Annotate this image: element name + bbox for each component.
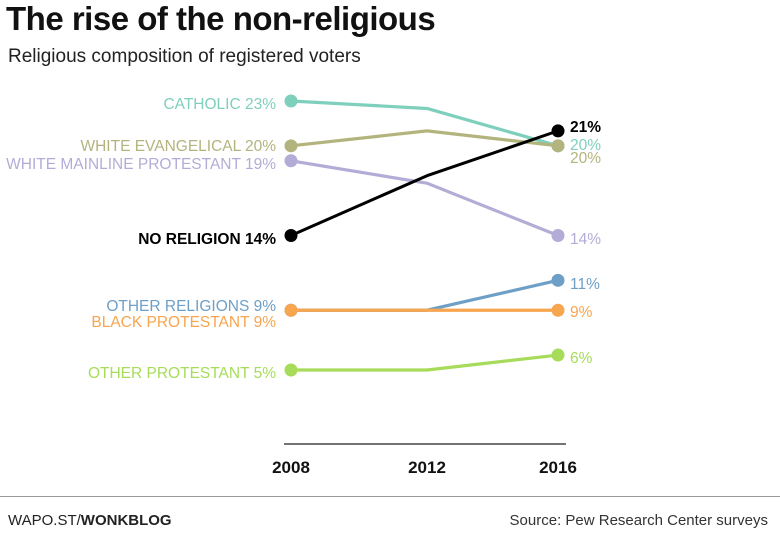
point-other-religions-2016 xyxy=(551,273,565,287)
point-other-protestant-2016 xyxy=(551,348,565,362)
brand-prefix: WAPO.ST/ xyxy=(8,512,81,529)
point-no-religion-2016 xyxy=(551,124,565,138)
x-tick-label-2016: 2016 xyxy=(539,458,577,477)
footer-divider xyxy=(0,496,780,497)
point-white-mainline-protestant-2016 xyxy=(551,229,565,242)
start-label-catholic: CATHOLIC 23% xyxy=(163,96,276,113)
chart-title: The rise of the non-religious xyxy=(6,0,436,37)
point-no-religion-2008 xyxy=(284,229,298,242)
x-tick-label-2008: 2008 xyxy=(272,458,310,477)
end-label-other-religions: 11% xyxy=(570,276,600,293)
point-black-protestant-2016 xyxy=(551,303,565,317)
start-label-other-religions: OTHER RELIGIONS 9% xyxy=(106,298,276,315)
point-catholic-2008 xyxy=(284,94,298,108)
point-other-protestant-2008 xyxy=(284,363,298,377)
start-label-black-protestant: BLACK PROTESTANT 9% xyxy=(91,314,276,331)
brand-name: WONKBLOG xyxy=(80,512,172,529)
point-white-evangelical-2016 xyxy=(551,139,565,153)
series-line-other-religions xyxy=(291,278,559,312)
start-label-no-religion: NO RELIGION 14% xyxy=(138,231,276,248)
series-line-no-religion xyxy=(290,129,559,237)
point-white-evangelical-2008 xyxy=(284,139,298,153)
point-black-protestant-2008 xyxy=(284,303,298,317)
end-label-other-protestant: 6% xyxy=(570,350,593,367)
start-label-white-evangelical: WHITE EVANGELICAL 20% xyxy=(80,138,276,155)
start-label-white-mainline-protestant: WHITE MAINLINE PROTESTANT 19% xyxy=(6,156,276,173)
end-label-black-protestant: 9% xyxy=(570,304,593,321)
series-line-catholic xyxy=(290,99,559,148)
series-line-white-evangelical xyxy=(290,129,559,148)
source-note: Source: Pew Research Center surveys xyxy=(509,512,768,529)
end-label-catholic: 20% xyxy=(570,137,601,154)
point-white-mainline-protestant-2008 xyxy=(284,154,298,168)
chart-subtitle: Religious composition of registered vote… xyxy=(8,46,361,67)
x-tick-label-2012: 2012 xyxy=(408,458,446,477)
series-line-white-mainline-protestant xyxy=(290,159,559,237)
end-label-no-religion: 21% xyxy=(570,119,601,136)
end-label-white-evangelical: 20% xyxy=(570,150,601,167)
end-label-white-mainline-protestant: 14% xyxy=(570,231,601,248)
brand-credit: WAPO.ST/WONKBLOG xyxy=(8,512,172,529)
start-label-other-protestant: OTHER PROTESTANT 5% xyxy=(88,365,276,382)
series-line-other-protestant xyxy=(291,353,559,372)
